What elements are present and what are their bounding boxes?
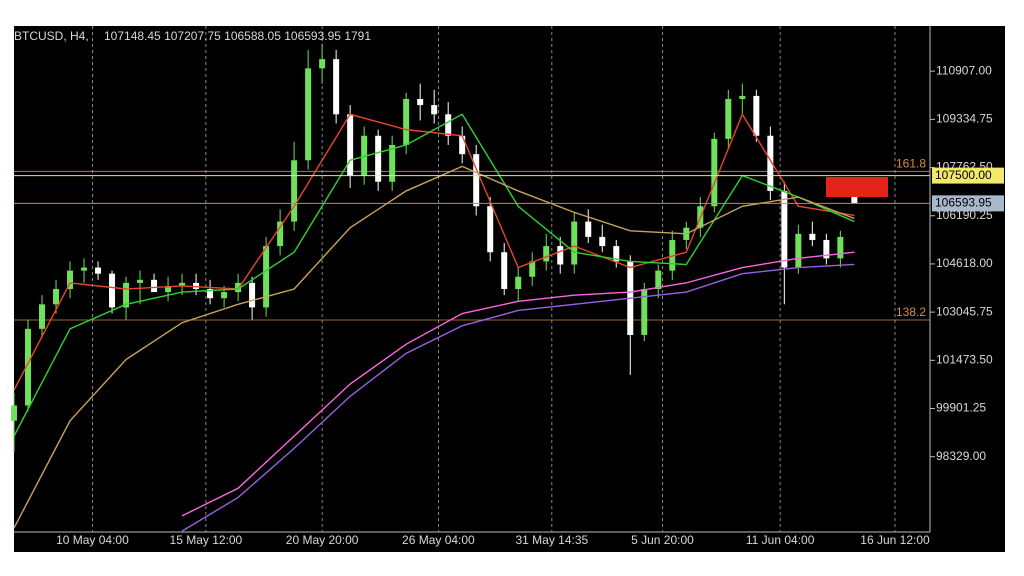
- candle-body: [417, 98, 424, 106]
- candle-body: [319, 59, 326, 69]
- candle-body: [599, 236, 606, 247]
- candle-body: [515, 276, 522, 290]
- moving-average: [13, 112, 855, 391]
- fib-level-label: 161.8: [896, 156, 926, 170]
- alert-label: 107500.00: [935, 168, 992, 182]
- candle-body: [53, 289, 60, 305]
- x-tick-label: 31 May 14:35: [515, 533, 588, 547]
- candle-body: [459, 135, 466, 155]
- candle-body: [613, 246, 620, 262]
- candle-body: [81, 267, 88, 271]
- candle-body: [445, 114, 452, 136]
- header-open: 107148.45: [104, 29, 161, 43]
- x-tick-label: 20 May 20:00: [286, 533, 359, 547]
- candle-body: [347, 114, 354, 176]
- x-tick-label: 16 Jun 12:00: [860, 533, 930, 547]
- x-tick-label: 10 May 04:00: [56, 533, 129, 547]
- fib-level-label: 138.2: [896, 305, 926, 319]
- candle-body: [193, 282, 200, 290]
- symbol-title: BTCUSD, H4,: [14, 29, 89, 43]
- candle-body: [109, 273, 116, 308]
- candle-body: [151, 279, 158, 293]
- candle-body: [809, 233, 816, 240]
- header-high: 107207.75: [164, 29, 221, 43]
- y-tick-label: 99901.25: [936, 401, 986, 415]
- candle-body: [179, 282, 186, 286]
- candle-body: [837, 236, 844, 259]
- x-tick-label: 15 May 12:00: [170, 533, 243, 547]
- y-tick-label: 101473.50: [936, 352, 993, 366]
- labels: 98329.00 99901.25 101473.50 103045.75 104618…: [56, 63, 1004, 547]
- candle-body: [753, 95, 760, 136]
- candle-body: [305, 68, 312, 161]
- x-tick-label: 5 Jun 20:00: [631, 533, 694, 547]
- moving-average: [13, 165, 855, 529]
- candle-body: [221, 292, 228, 299]
- candle-body: [767, 135, 774, 191]
- candle-body: [571, 221, 578, 265]
- y-tick-label: 106190.25: [936, 208, 993, 222]
- header-close: 106593.95: [284, 29, 341, 43]
- candle-body: [123, 282, 130, 308]
- candle-body: [501, 252, 508, 290]
- candle-body: [711, 138, 718, 207]
- y-tick-label: 109334.75: [936, 112, 993, 126]
- header-ohlc: 107148.45 107207.75 106588.05 106593.95 …: [104, 29, 371, 43]
- marks: [11, 43, 930, 532]
- price-label: 106593.95: [935, 196, 992, 210]
- candle-body: [543, 246, 550, 262]
- candle-body: [781, 190, 788, 268]
- highlight-zone: [826, 177, 888, 197]
- candle-body: [165, 285, 172, 293]
- grid: [14, 26, 935, 532]
- candle-body: [235, 282, 242, 293]
- x-tick-label: 26 May 04:00: [402, 533, 475, 547]
- candle-body: [795, 233, 802, 268]
- candle-body: [95, 267, 102, 274]
- y-tick-label: 103045.75: [936, 304, 993, 318]
- price-label-box: [932, 195, 1004, 212]
- candle-body: [389, 144, 396, 182]
- candle-body: [823, 239, 830, 259]
- header-volume: 1791: [344, 29, 371, 43]
- candle-body: [585, 221, 592, 237]
- candle-body: [655, 270, 662, 290]
- candle-body: [403, 98, 410, 145]
- x-tick-label: 11 Jun 04:00: [746, 533, 815, 547]
- candle-body: [529, 261, 536, 277]
- candle-body: [557, 246, 564, 265]
- candle-body: [375, 135, 382, 182]
- candle-body: [361, 135, 368, 176]
- candle-body: [207, 289, 214, 299]
- candle-body: [473, 154, 480, 207]
- candle-body: [39, 304, 46, 329]
- alert-label-box: [932, 167, 1004, 184]
- candle-body: [725, 98, 732, 139]
- y-tick-label: 110907.00: [936, 63, 992, 77]
- candle-body: [67, 270, 74, 290]
- candle-body: [669, 239, 676, 271]
- candle-body: [641, 289, 648, 335]
- candle-body: [263, 246, 270, 308]
- y-tick-label: 98329.00: [936, 449, 986, 463]
- chart-background: [14, 26, 1005, 552]
- candle-body: [739, 95, 746, 99]
- moving-average: [181, 251, 855, 517]
- moving-average: [181, 263, 855, 532]
- candle-body: [431, 105, 438, 115]
- candle-body: [249, 282, 256, 308]
- header-low: 106588.05: [224, 29, 281, 43]
- candle-body: [25, 328, 32, 406]
- candle-body: [137, 279, 144, 283]
- y-tick-label: 104618.00: [936, 256, 993, 270]
- candle-body: [487, 206, 494, 253]
- candle-body: [333, 59, 340, 115]
- candle-body: [11, 405, 17, 421]
- candle-body: [277, 221, 284, 247]
- candle-body: [291, 160, 298, 222]
